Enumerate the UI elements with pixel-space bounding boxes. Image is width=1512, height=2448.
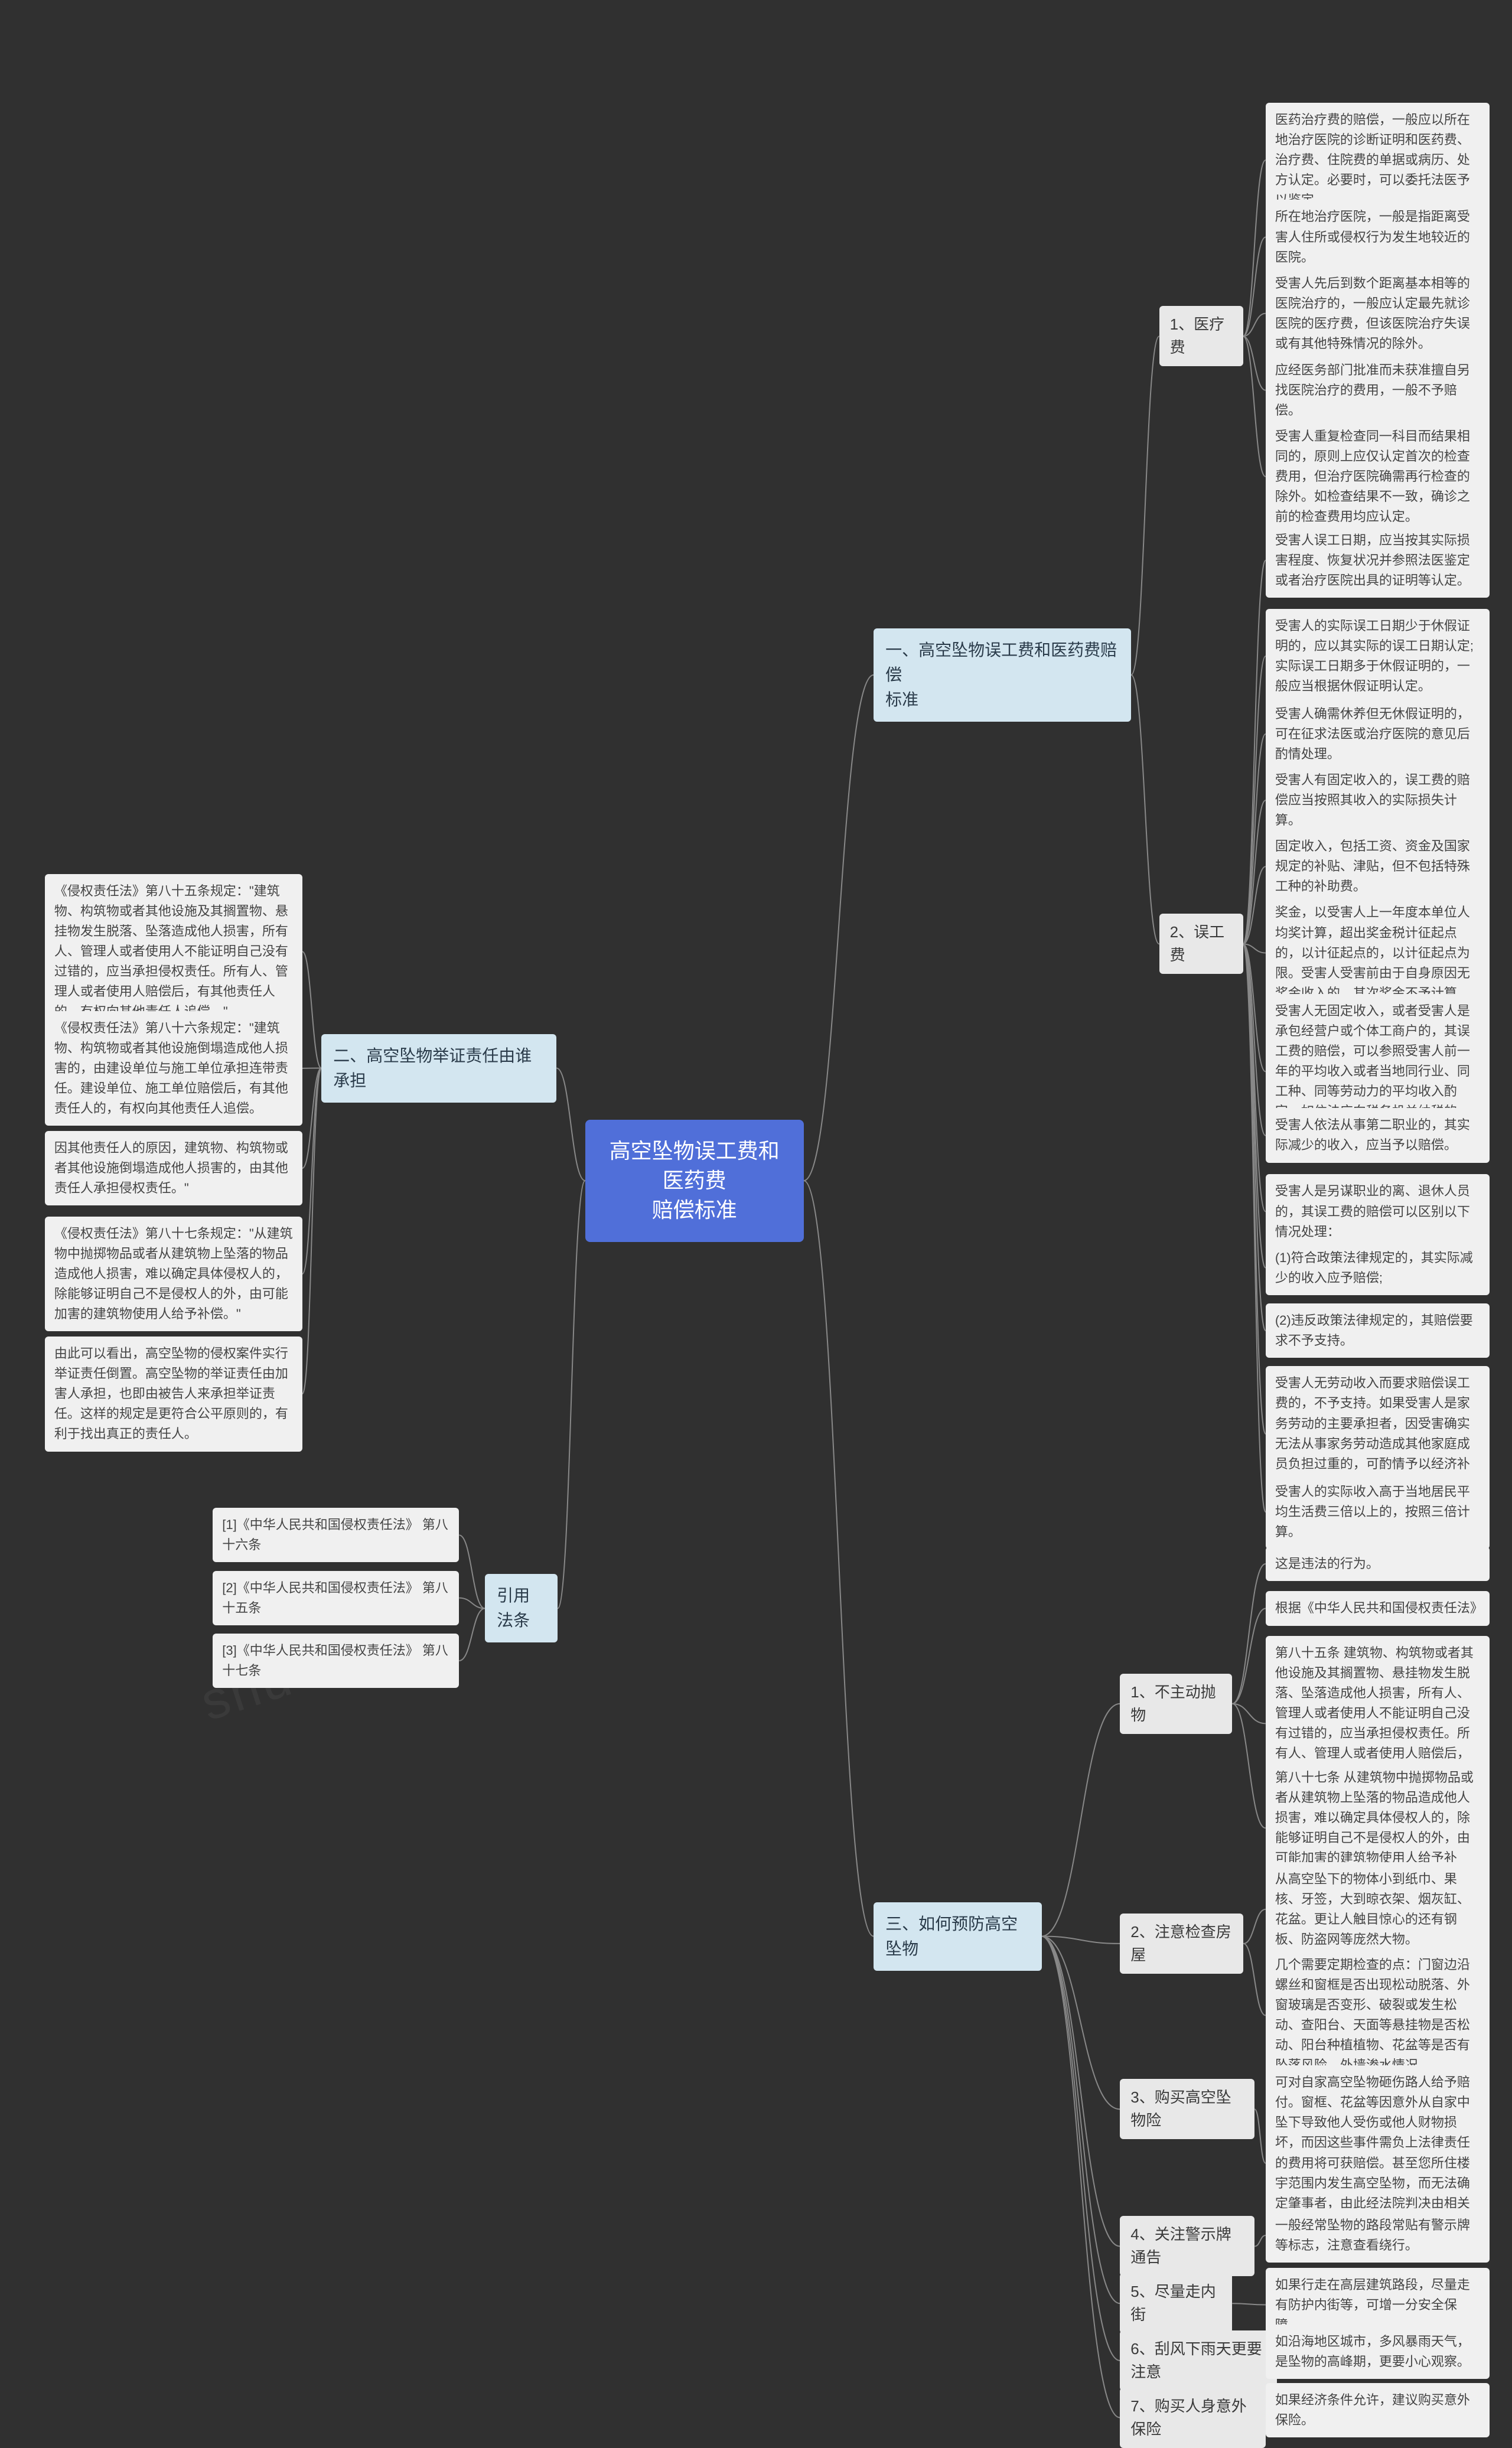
root-node: 高空坠物误工费和医药费 赔偿标准 (585, 1120, 804, 1242)
sub-node: 3、购买高空坠物险 (1120, 2079, 1254, 2139)
leaf-node: 《侵权责任法》第八十五条规定："建筑物、构筑物或者其他设施及其搁置物、悬挂物发生… (45, 874, 302, 1029)
sub-node: 4、关注警示牌通告 (1120, 2216, 1254, 2276)
leaf-node: 受害人依法从事第二职业的，其实际减少的收入，应当予以赔偿。 (1266, 1108, 1490, 1163)
leaf-node: 应经医务部门批准而未获准擅自另找医院治疗的费用，一般不予赔偿。 (1266, 353, 1490, 428)
sub-node: 5、尽量走内街 (1120, 2273, 1232, 2333)
leaf-node: 受害人误工日期，应当按其实际损害程度、恢复状况并参照法医鉴定或者治疗医院出具的证… (1266, 523, 1490, 598)
leaf-node: 因其他责任人的原因，建筑物、构筑物或者其他设施倒塌造成他人损害的，由其他责任人承… (45, 1131, 302, 1205)
leaf-node: [3]《中华人民共和国侵权责任法》 第八十七条 (213, 1634, 459, 1688)
leaf-node: 受害人的实际收入高于当地居民平均生活费三倍以上的，按照三倍计算。 (1266, 1475, 1490, 1549)
branch-node: 引用法条 (485, 1574, 558, 1642)
leaf-node: 受害人确需休养但无休假证明的，可在征求法医或治疗医院的意见后酌情处理。 (1266, 697, 1490, 771)
mindmap-canvas: shu shu shu 高空坠物误工费和医药费 赔偿标准一、高空坠物误工费和医药… (0, 0, 1512, 2433)
leaf-node: 受害人的实际误工日期少于休假证明的，应以其实际的误工日期认定;实际误工日期多于休… (1266, 609, 1490, 703)
leaf-node: (2)违反政策法律规定的，其赔偿要求不予支持。 (1266, 1303, 1490, 1358)
sub-node: 2、误工费 (1159, 914, 1243, 974)
leaf-node: 从高空坠下的物体小到纸巾、果核、牙签，大到晾衣架、烟灰缸、花盆。更让人触目惊心的… (1266, 1862, 1490, 1957)
leaf-node: 一般经常坠物的路段常贴有警示牌等标志，注意查看绕行。 (1266, 2208, 1490, 2263)
sub-node: 6、刮风下雨天更要注意 (1120, 2330, 1276, 2391)
leaf-node: (1)符合政策法律规定的，其实际减少的收入应予赔偿; (1266, 1241, 1490, 1295)
leaf-node: 由此可以看出，高空坠物的侵权案件实行举证责任倒置。高空坠物的举证责任由加害人承担… (45, 1337, 302, 1451)
sub-node: 1、医疗费 (1159, 306, 1243, 366)
sub-node: 2、注意检查房屋 (1120, 1914, 1243, 1974)
leaf-node: 这是违法的行为。 (1266, 1547, 1490, 1581)
branch-node: 二、高空坠物举证责任由谁承担 (321, 1034, 556, 1103)
leaf-node: 几个需要定期检查的点：门窗边沿螺丝和窗框是否出现松动脱落、外窗玻璃是否变形、破裂… (1266, 1948, 1490, 2083)
leaf-node: 固定收入，包括工资、资金及国家规定的补贴、津贴，但不包括特殊工种的补助费。 (1266, 829, 1490, 904)
leaf-node: 受害人先后到数个距离基本相等的医院治疗的，一般应认定最先就诊医院的医疗费，但该医… (1266, 266, 1490, 361)
leaf-node: 所在地治疗医院，一般是指距离受害人住所或侵权行为发生地较近的医院。 (1266, 200, 1490, 274)
leaf-node: 奖金，以受害人上一年度本单位人均奖计算，超出奖金税计征起点的，以计征起点的，以计… (1266, 895, 1490, 1010)
leaf-node: 受害人是另谋职业的离、退休人员的，其误工费的赔偿可以区别以下情况处理： (1266, 1174, 1490, 1249)
leaf-node: 《侵权责任法》第八十六条规定："建筑物、构筑物或者其他设施倒塌造成他人损害的，由… (45, 1011, 302, 1126)
sub-node: 1、不主动抛物 (1120, 1674, 1232, 1734)
leaf-node: 受害人重复检查同一科目而结果相同的，原则上应仅认定首次的检查费用，但治疗医院确需… (1266, 419, 1490, 534)
branch-node: 一、高空坠物误工费和医药费赔偿 标准 (874, 628, 1131, 722)
branch-node: 三、如何预防高空坠物 (874, 1902, 1041, 1971)
leaf-node: 根据《中华人民共和国侵权责任法》 (1266, 1591, 1490, 1625)
sub-node: 7、购买人身意外保险 (1120, 2388, 1266, 2448)
leaf-node: 受害人有固定收入的，误工费的赔偿应当按照其收入的实际损失计算。 (1266, 763, 1490, 837)
leaf-node: 如果经济条件允许，建议购买意外保险。 (1266, 2383, 1490, 2437)
leaf-node: 《侵权责任法》第八十七条规定："从建筑物中抛掷物品或者从建筑物上坠落的物品造成他… (45, 1217, 302, 1331)
leaf-node: 如沿海地区城市，多风暴雨天气，是坠物的高峰期，更要小心观察。 (1266, 2325, 1490, 2379)
leaf-node: [1]《中华人民共和国侵权责任法》 第八十六条 (213, 1508, 459, 1562)
leaf-node: [2]《中华人民共和国侵权责任法》 第八十五条 (213, 1571, 459, 1625)
